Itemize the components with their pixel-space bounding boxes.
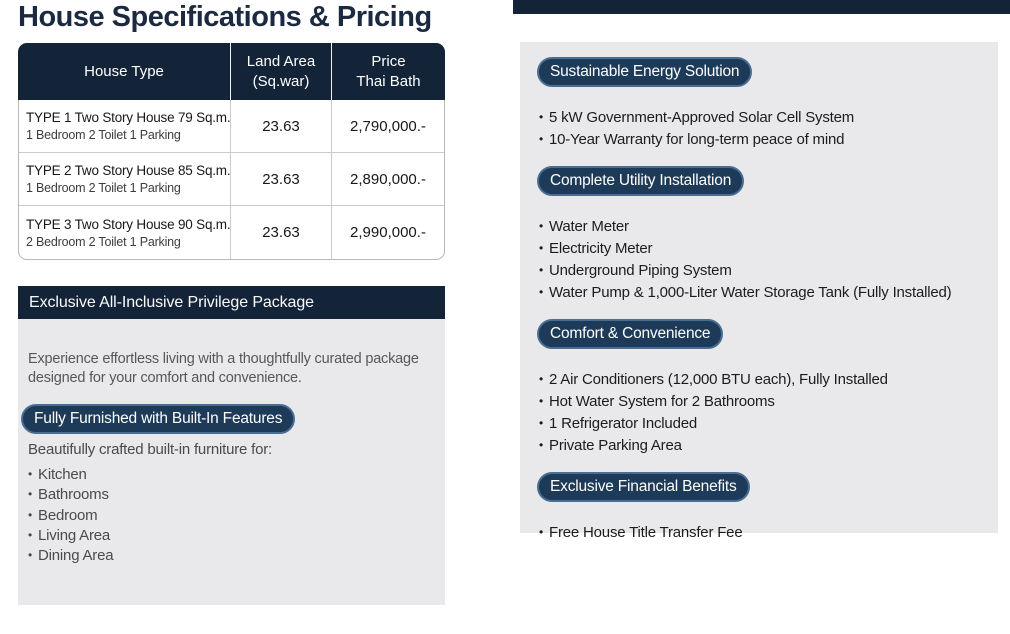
house-type-name: TYPE 3 Two Story House 90 Sq.m. (26, 216, 231, 232)
page-title: House Specifications & Pricing (18, 1, 432, 33)
comfort-pill: Comfort & Convenience (537, 319, 724, 349)
financial-pill: Exclusive Financial Benefits (537, 472, 750, 502)
feature-section-comfort: Comfort & Convenience 2 Air Conditioners… (537, 319, 998, 457)
privilege-panel: Experience effortless living with a thou… (18, 319, 445, 605)
furniture-list: Kitchen Bathrooms Bedroom Living Area Di… (28, 465, 114, 566)
utility-list: Water Meter Electricity Meter Undergroun… (537, 216, 998, 304)
pricing-table: House Type Land Area (Sq.war) Price Thai… (18, 43, 445, 260)
energy-pill: Sustainable Energy Solution (537, 57, 753, 87)
list-item: 2 Air Conditioners (12,000 BTU each), Fu… (539, 369, 998, 391)
list-item: Electricity Meter (539, 238, 998, 260)
comfort-list: 2 Air Conditioners (12,000 BTU each), Fu… (537, 369, 998, 457)
price-cell: 2,790,000.- (350, 117, 426, 135)
list-item: Water Pump & 1,000-Liter Water Storage T… (539, 282, 998, 304)
col-header-price-line2: Thai Bath (356, 72, 421, 90)
house-type-cell: TYPE 3 Two Story House 90 Sq.m. 2 Bedroo… (19, 206, 231, 259)
list-item: Kitchen (28, 465, 113, 485)
list-item: Private Parking Area (539, 435, 998, 457)
list-item: 1 Refrigerator Included (539, 413, 998, 435)
feature-section-financial: Exclusive Financial Benefits Free House … (537, 472, 998, 544)
price-cell: 2,990,000.- (350, 224, 426, 241)
pricing-table-body: TYPE 1 Two Story House 79 Sq.m. 1 Bedroo… (18, 100, 445, 260)
top-accent-bar (513, 0, 1010, 14)
house-type-cell: TYPE 2 Two Story House 85 Sq.m. 1 Bedroo… (19, 153, 231, 205)
table-row: TYPE 1 Two Story House 79 Sq.m. 1 Bedroo… (19, 100, 444, 153)
feature-section-energy: Sustainable Energy Solution 5 kW Governm… (537, 57, 998, 151)
utility-pill: Complete Utility Installation (537, 166, 745, 196)
house-type-detail: 1 Bedroom 2 Toilet 1 Parking (26, 128, 181, 142)
land-area-cell: 23.63 (231, 100, 332, 152)
furnished-pill: Fully Furnished with Built-In Features (21, 404, 296, 434)
list-item: Water Meter (539, 216, 998, 238)
col-header-house-type-label: House Type (84, 62, 164, 80)
col-header-price-line1: Price (371, 53, 406, 70)
list-item: 10-Year Warranty for long-term peace of … (539, 129, 998, 151)
col-header-price: Price Thai Bath (332, 43, 445, 100)
feature-section-utility: Complete Utility Installation Water Mete… (537, 166, 998, 304)
financial-list: Free House Title Transfer Fee (537, 522, 998, 544)
list-item: Living Area (28, 526, 113, 546)
energy-list: 5 kW Government-Approved Solar Cell Syst… (537, 107, 998, 151)
price-cell: 2,890,000.- (350, 170, 426, 188)
table-row: TYPE 2 Two Story House 85 Sq.m. 1 Bedroo… (19, 153, 444, 206)
furniture-list-title: Beautifully crafted built-in furniture f… (28, 441, 273, 458)
col-header-house-type: House Type (18, 43, 231, 100)
list-item: Dining Area (28, 546, 114, 566)
list-item: Underground Piping System (539, 260, 998, 282)
house-type-cell: TYPE 1 Two Story House 79 Sq.m. 1 Bedroo… (19, 100, 231, 152)
list-item: Free House Title Transfer Fee (539, 522, 998, 544)
privilege-intro-text: Experience effortless living with a thou… (28, 351, 419, 386)
house-type-name: TYPE 1 Two Story House 79 Sq.m. (26, 110, 231, 125)
privilege-banner: Exclusive All-Inclusive Privilege Packag… (18, 286, 445, 319)
pricing-table-header-row: House Type Land Area (Sq.war) Price Thai… (18, 43, 445, 100)
list-item: Hot Water System for 2 Bathrooms (539, 391, 998, 413)
col-header-land-area: Land Area (Sq.war) (231, 43, 332, 100)
house-type-detail: 1 Bedroom 2 Toilet 1 Parking (26, 181, 181, 195)
features-panel: Sustainable Energy Solution 5 kW Governm… (520, 42, 998, 541)
col-header-land-area-line1: Land Area (246, 53, 316, 70)
list-item: Bedroom (28, 506, 113, 526)
list-item: Bathrooms (28, 485, 113, 505)
land-area-cell: 23.63 (231, 153, 332, 205)
col-header-land-area-line2: (Sq.war) (252, 72, 310, 90)
land-area-cell: 23.63 (231, 206, 332, 259)
list-item: 5 kW Government-Approved Solar Cell Syst… (539, 107, 998, 129)
table-row: TYPE 3 Two Story House 90 Sq.m. 2 Bedroo… (19, 206, 444, 259)
house-type-name: TYPE 2 Two Story House 85 Sq.m. (26, 163, 231, 178)
house-type-detail: 2 Bedroom 2 Toilet 1 Parking (26, 234, 181, 249)
